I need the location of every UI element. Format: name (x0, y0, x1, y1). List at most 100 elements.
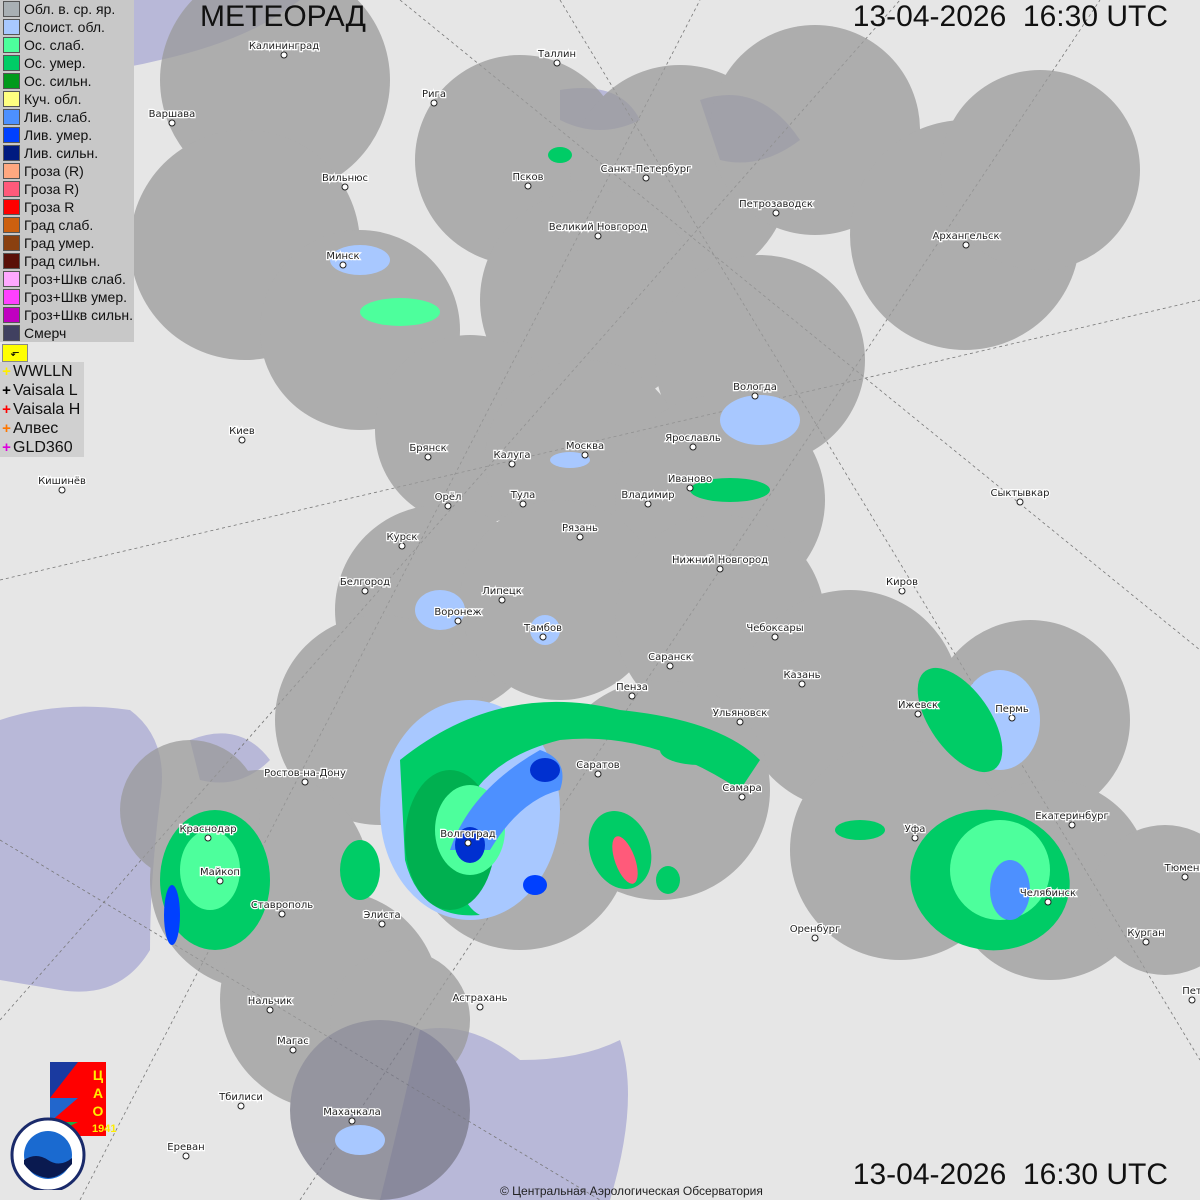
city-marker[interactable]: Екатеринбург (1034, 810, 1110, 829)
city-marker[interactable]: Калининград (248, 40, 321, 59)
sea-area (0, 706, 162, 992)
city-marker[interactable]: Архангельск (931, 230, 1001, 249)
city-marker[interactable]: Волгоград (439, 828, 497, 847)
legend-label: Смерч (24, 325, 67, 341)
city-dot-icon (553, 59, 561, 67)
radar-coverage-layer (120, 0, 1200, 1200)
legend-label: Гроз+Шкв сильн. (24, 307, 133, 323)
city-marker[interactable]: Курск (385, 531, 419, 550)
city-label: Екатеринбург (1035, 811, 1109, 822)
city-marker[interactable]: Рига (421, 88, 447, 107)
city-dot-icon (238, 436, 246, 444)
city-marker[interactable]: Киев (228, 425, 256, 444)
city-marker[interactable]: Пермь (994, 703, 1030, 722)
city-marker[interactable]: Нальчик (247, 995, 293, 1014)
city-marker[interactable]: Тула (508, 489, 537, 508)
precipitation-legend: Обл. в. ср. яр. Слоист. обл. Ос. слаб. Ос. … (0, 0, 134, 342)
city-marker[interactable]: Кишинёв (37, 475, 87, 494)
city-marker[interactable]: Петрозаводск (738, 198, 814, 217)
city-dot-icon (811, 934, 819, 942)
city-marker[interactable]: Чебоксары (745, 622, 805, 641)
legend-label: Ос. сильн. (24, 73, 92, 89)
legend-label: Лив. сильн. (24, 145, 99, 161)
city-marker[interactable]: Орёл (433, 491, 463, 510)
city-marker[interactable]: Сыктывкар (989, 487, 1051, 506)
city-marker[interactable]: Белгород (339, 576, 391, 595)
city-marker[interactable]: Челябинск (1019, 887, 1077, 906)
city-label: Пермь (995, 704, 1029, 715)
city-dot-icon (454, 617, 462, 625)
city-label: Иваново (668, 474, 712, 485)
city-marker[interactable]: Махачкала (322, 1106, 382, 1125)
city-marker[interactable]: Калуга (492, 449, 532, 468)
city-marker[interactable]: Майкоп (199, 866, 241, 885)
city-marker[interactable]: Киров (885, 576, 919, 595)
city-marker[interactable]: Ульяновск (712, 707, 768, 726)
precip-echo (530, 758, 560, 782)
legend-swatch (3, 73, 20, 89)
city-marker[interactable]: Ярославль (664, 432, 722, 451)
city-marker[interactable]: Брянск (408, 442, 448, 461)
legend-item: Обл. в. ср. яр. (0, 0, 134, 18)
city-marker[interactable]: Элиста (362, 909, 402, 928)
precip-echo (550, 452, 590, 468)
city-marker[interactable]: Таллин (536, 48, 577, 67)
city-dot-icon (962, 241, 970, 249)
city-marker[interactable]: Ставрополь (250, 899, 314, 918)
city-marker[interactable]: Тамбов (522, 622, 563, 641)
city-marker[interactable]: Нижний Новгород (671, 554, 769, 573)
city-marker[interactable]: Уфа (903, 823, 927, 842)
legend-swatch (3, 55, 20, 71)
legend-swatch (3, 91, 20, 107)
legend-item: Град умер. (0, 234, 134, 252)
city-marker[interactable]: Липецк (481, 585, 523, 604)
legend-label: Гроз+Шкв слаб. (24, 271, 126, 287)
city-marker[interactable]: Тбилиси (217, 1091, 264, 1110)
city-marker[interactable]: Саратов (575, 759, 621, 778)
city-marker[interactable]: Великий Новгород (548, 221, 649, 240)
legend-swatch (3, 217, 20, 233)
legend-label: Град сильн. (24, 253, 101, 269)
city-marker[interactable]: Ереван (166, 1141, 206, 1160)
city-marker[interactable]: Пет (1181, 985, 1200, 1004)
city-marker[interactable]: Вологда (732, 381, 778, 400)
city-marker[interactable]: Санкт-Петербург (599, 163, 693, 182)
city-layer: Калининград Таллин Рига Варшава Санкт-Петерб… (37, 40, 1200, 1160)
city-dot-icon (539, 633, 547, 641)
city-marker[interactable]: Курган (1126, 927, 1166, 946)
city-label: Калининград (249, 41, 319, 52)
city-label: Тюмень (1164, 863, 1200, 874)
city-marker[interactable]: Владимир (620, 489, 676, 508)
city-marker[interactable]: Москва (565, 440, 605, 459)
city-marker[interactable]: Оренбург (788, 923, 842, 942)
city-marker[interactable]: Тюмень (1162, 862, 1200, 881)
legend-swatch (3, 325, 20, 341)
legend-swatch (3, 235, 20, 251)
city-label: Ставрополь (251, 900, 313, 911)
radar-coverage (940, 70, 1140, 270)
city-marker[interactable]: Ростов-на-Дону (263, 767, 347, 786)
city-marker[interactable]: Вильнюс (321, 172, 369, 191)
city-marker[interactable]: Псков (511, 171, 545, 190)
city-marker[interactable]: Самара (721, 782, 763, 801)
city-marker[interactable]: Иваново (667, 473, 713, 492)
city-label: Чебоксары (746, 623, 803, 634)
city-marker[interactable]: Пенза (615, 681, 649, 700)
city-marker[interactable]: Ижевск (897, 699, 939, 718)
city-marker[interactable]: Саранск (647, 651, 693, 670)
flag-icon[interactable]: ⬐ (2, 344, 28, 362)
city-marker[interactable]: Казань (782, 669, 822, 688)
city-marker[interactable]: Краснодар (178, 823, 238, 842)
city-marker[interactable]: Воронеж (433, 606, 483, 625)
legend-swatch (3, 37, 20, 53)
city-marker[interactable]: Астрахань (451, 992, 509, 1011)
city-marker[interactable]: Варшава (147, 108, 197, 127)
precip-echo (400, 701, 760, 916)
city-marker[interactable]: Магас (276, 1035, 310, 1054)
city-label: Орёл (435, 492, 462, 503)
city-marker[interactable]: Минск (325, 250, 361, 269)
city-dot-icon (424, 453, 432, 461)
city-marker[interactable]: Рязань (561, 522, 599, 541)
city-label: Нижний Новгород (672, 555, 768, 566)
